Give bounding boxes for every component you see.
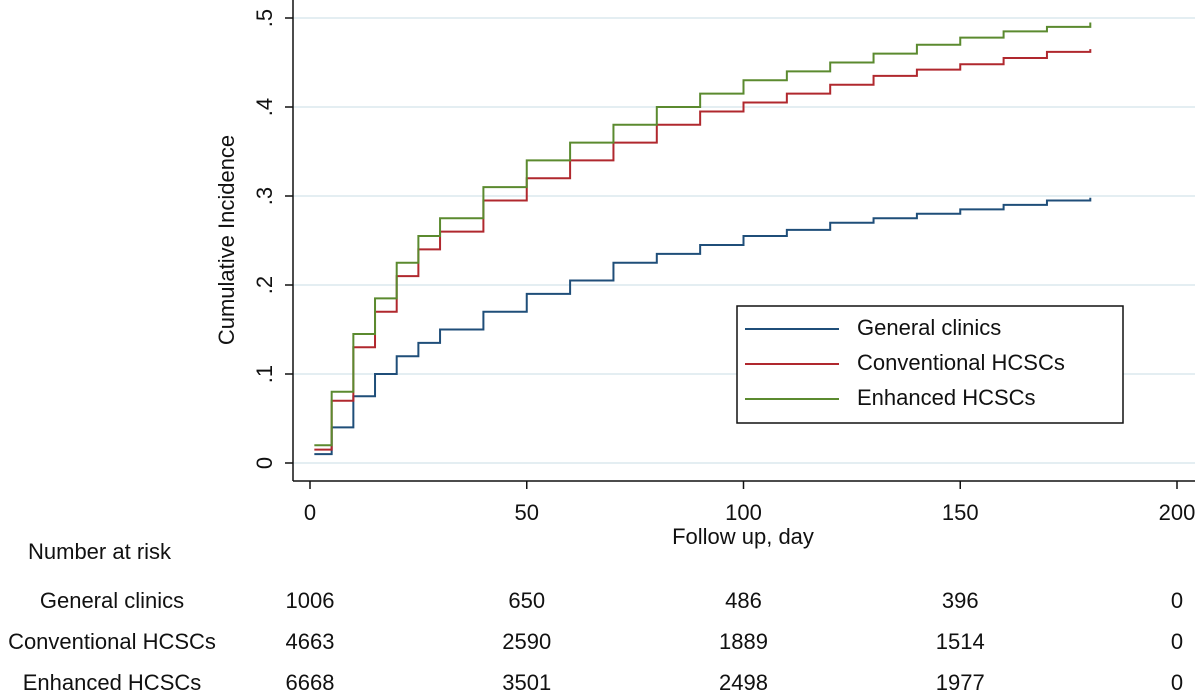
risk-count: 0 <box>1171 629 1183 654</box>
risk-count: 2498 <box>719 670 768 695</box>
x-tick-label: 150 <box>942 500 979 525</box>
risk-count: 2590 <box>502 629 551 654</box>
y-tick-label: .2 <box>252 276 277 294</box>
y-tick-label: .1 <box>252 365 277 383</box>
risk-row-label: Enhanced HCSCs <box>23 670 202 695</box>
risk-count: 0 <box>1171 588 1183 613</box>
risk-count: 396 <box>942 588 979 613</box>
y-axis-label: Cumulative Incidence <box>214 135 239 345</box>
risk-row-label: Conventional HCSCs <box>8 629 216 654</box>
series-line <box>314 22 1092 447</box>
x-tick-label: 0 <box>304 500 316 525</box>
risk-count: 1977 <box>936 670 985 695</box>
risk-table-title: Number at risk <box>28 539 172 564</box>
risk-count: 486 <box>725 588 762 613</box>
risk-row-label: General clinics <box>40 588 184 613</box>
risk-count: 1006 <box>286 588 335 613</box>
legend-label: Conventional HCSCs <box>857 350 1065 375</box>
series-line <box>314 49 1092 451</box>
risk-count: 1514 <box>936 629 985 654</box>
x-axis-label: Follow up, day <box>672 524 814 549</box>
x-tick-label: 200 <box>1159 500 1196 525</box>
x-tick-label: 50 <box>515 500 539 525</box>
risk-count: 1889 <box>719 629 768 654</box>
risk-count: 650 <box>508 588 545 613</box>
risk-count: 3501 <box>502 670 551 695</box>
y-tick-label: .4 <box>252 98 277 116</box>
y-tick-label: 0 <box>252 457 277 469</box>
series-line <box>314 197 1092 456</box>
risk-count: 6668 <box>286 670 335 695</box>
risk-count: 4663 <box>286 629 335 654</box>
legend-label: Enhanced HCSCs <box>857 385 1036 410</box>
legend-label: General clinics <box>857 315 1001 340</box>
x-tick-label: 100 <box>725 500 762 525</box>
y-tick-label: .3 <box>252 187 277 205</box>
y-tick-label: .5 <box>252 9 277 27</box>
risk-count: 0 <box>1171 670 1183 695</box>
